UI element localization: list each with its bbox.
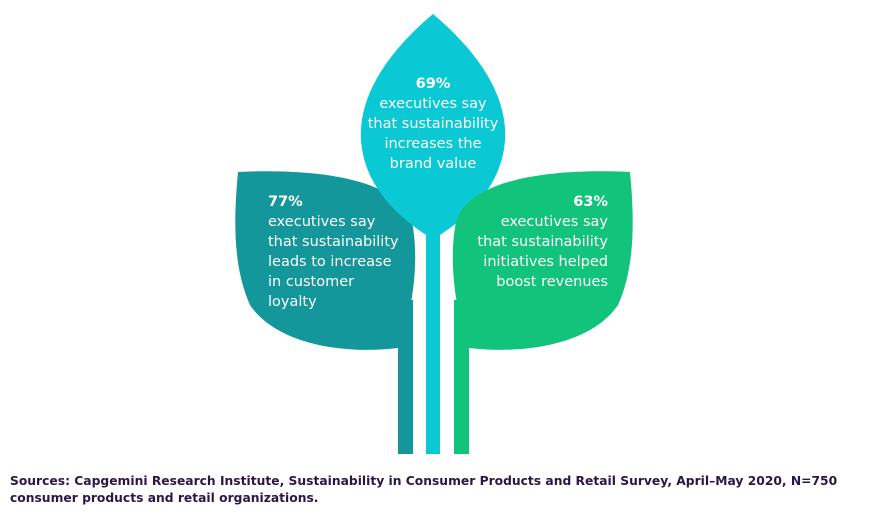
left-leaf-percent: 77% bbox=[268, 194, 303, 210]
left-stem bbox=[398, 300, 413, 454]
right-stem bbox=[454, 300, 469, 454]
left-leaf bbox=[235, 171, 416, 350]
source-note: Sources: Capgemini Research Institute, S… bbox=[10, 474, 838, 505]
left-leaf-description: executives say that sustainability leads… bbox=[268, 214, 399, 310]
center-leaf bbox=[360, 14, 506, 235]
center-stem bbox=[426, 200, 440, 454]
center-leaf-text: 69% executives say that sustainability i… bbox=[363, 74, 503, 174]
right-leaf-description: executives say that sustainability initi… bbox=[477, 214, 608, 290]
right-leaf-text: 63% executives say that sustainability i… bbox=[440, 192, 608, 292]
right-leaf bbox=[452, 171, 633, 350]
left-leaf-text: 77% executives say that sustainability l… bbox=[268, 192, 418, 312]
right-leaf-percent: 63% bbox=[573, 194, 608, 210]
center-leaf-percent: 69% bbox=[415, 76, 451, 92]
center-leaf-description: executives say that sustainability incre… bbox=[367, 96, 499, 172]
